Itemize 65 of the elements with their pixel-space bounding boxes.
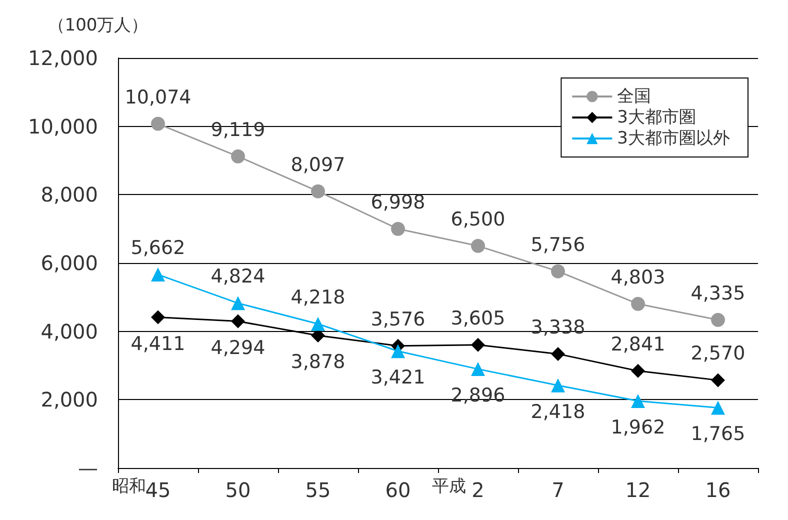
data-label: 3,878 [290,351,346,373]
legend-label: 3大都市圏 [617,108,696,128]
point [551,346,565,361]
point [551,264,565,278]
point [311,184,325,198]
point [311,328,325,342]
data-label: 3,605 [450,307,506,330]
point [231,149,245,164]
y-axis-title: （100万人） [48,16,148,36]
data-label: 2,841 [610,333,666,356]
y-tick-label: — [78,456,98,480]
point [311,316,325,331]
data-label: 2,418 [530,400,586,423]
point [231,296,245,310]
x-tick-label: 2 [472,478,484,502]
point [551,378,565,392]
point [711,400,725,415]
x-tick-label: 55 [305,478,331,502]
point [471,338,485,352]
data-label: 8,097 [290,154,346,176]
data-label: 5,662 [130,237,186,260]
point [151,310,165,324]
data-label: 4,824 [210,266,266,288]
data-label: 4,803 [610,266,666,288]
y-tick-label: 10,000 [28,114,98,138]
y-tick-label: 12,000 [28,46,98,70]
data-label: 1,962 [610,416,666,438]
data-label: 4,218 [290,286,346,308]
data-label: 3,576 [370,308,426,330]
point [711,312,725,327]
point [391,344,405,358]
point [151,116,165,131]
x-tick-label: 50 [225,478,251,502]
point [231,314,245,328]
legend-label: 3大都市圏以外 [617,128,730,148]
point [151,268,165,282]
data-label: 5,756 [530,234,586,256]
data-label: 10,074 [124,86,192,108]
x-tick-label: 60 [385,478,411,502]
y-tick-label: 6,000 [40,251,98,275]
data-label: 4,294 [210,336,266,359]
data-label: 3,421 [370,366,426,389]
point [471,238,485,253]
data-label: 6,500 [450,208,506,230]
x-tick-label: 45 [145,478,171,502]
x-tick-label: 7 [552,478,564,502]
point [391,222,405,236]
data-label: 6,998 [370,191,426,214]
point [631,296,645,311]
data-label: 2,570 [690,342,746,365]
data-label: 1,765 [690,423,746,446]
point [631,364,645,378]
x-tick-label: 16 [705,478,731,502]
point [711,373,725,388]
point [631,394,645,408]
y-tick-label: 8,000 [40,182,98,207]
y-tick-label: 4,000 [40,319,98,344]
text: 昭和 [112,476,146,496]
x-tick-label: 12 [625,478,651,502]
y-tick-label: 2,000 [40,388,98,412]
legend-label: 全国 [617,86,652,106]
point [471,362,485,376]
data-label: 4,411 [130,332,186,355]
text: 平成 [432,476,466,496]
data-label: 4,335 [690,282,746,304]
